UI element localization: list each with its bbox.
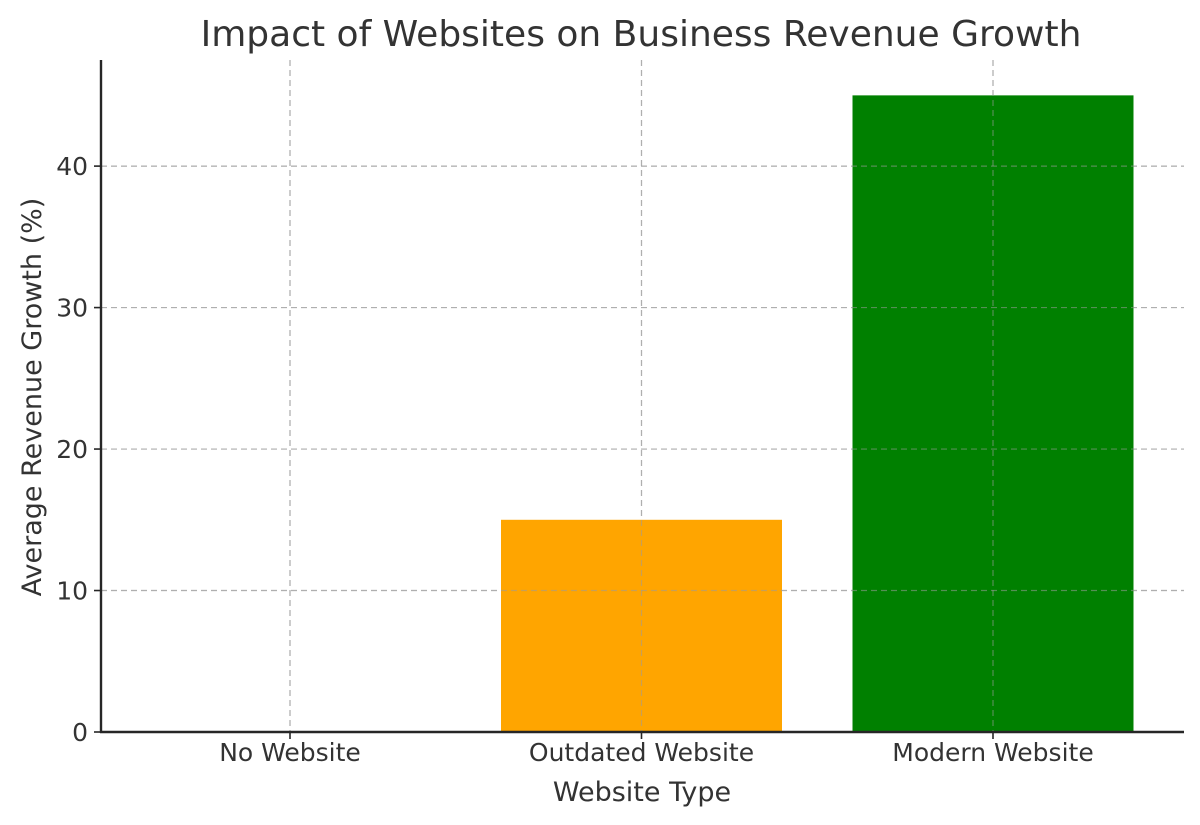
x-axis-label: Website Type [553, 777, 731, 808]
x-tick-label: Modern Website [892, 738, 1093, 767]
bars [501, 95, 1134, 733]
y-tick-label: 30 [56, 294, 88, 323]
ticks: 0 10 20 30 40 No Website Outdated Website Moder… [56, 152, 1094, 767]
x-tick-label: Outdated Website [529, 738, 754, 767]
x-tick-label: No Website [219, 738, 361, 767]
grid-lines-overlay [101, 60, 1184, 732]
y-tick-label: 40 [56, 152, 88, 181]
y-tick-label: 20 [56, 435, 88, 464]
y-tick-label: 0 [72, 718, 88, 747]
y-tick-label: 10 [56, 577, 88, 606]
y-axis-label: Average Revenue Growth (%) [17, 198, 48, 597]
chart-title: Impact of Websites on Business Revenue G… [201, 14, 1082, 55]
